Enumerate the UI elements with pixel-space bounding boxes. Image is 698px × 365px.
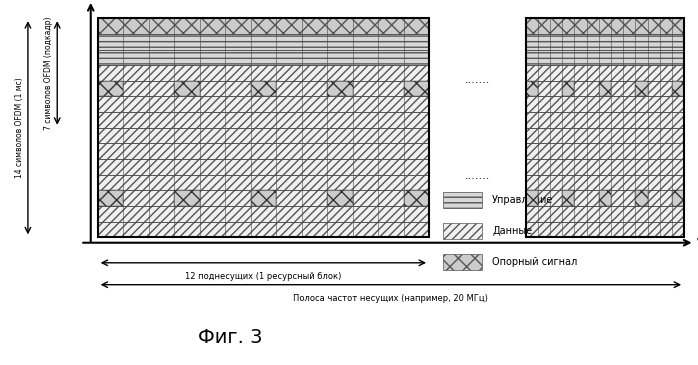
Bar	[635, 190, 648, 206]
Bar	[98, 128, 429, 143]
Text: f: f	[697, 234, 698, 252]
Bar	[526, 222, 684, 237]
Bar	[98, 65, 429, 81]
Bar	[526, 143, 684, 159]
Bar	[526, 159, 684, 175]
Bar	[251, 190, 276, 206]
Bar	[174, 81, 200, 96]
Bar	[526, 65, 684, 81]
Bar	[98, 159, 429, 175]
Text: 7 символов OFDM (подкадр): 7 символов OFDM (подкадр)	[45, 16, 53, 130]
Bar	[635, 81, 648, 96]
Bar	[443, 192, 482, 208]
Bar	[98, 18, 429, 237]
Bar	[98, 112, 429, 128]
Text: 14 символов OFDM (1 мс): 14 символов OFDM (1 мс)	[15, 77, 24, 178]
Text: Управление: Управление	[492, 195, 554, 205]
Bar	[403, 190, 429, 206]
Bar	[526, 50, 684, 65]
Bar	[672, 190, 684, 206]
Bar	[526, 112, 684, 128]
Bar	[98, 81, 429, 96]
Bar	[443, 223, 482, 239]
Bar	[98, 222, 429, 237]
Bar	[443, 254, 482, 270]
Bar	[672, 81, 684, 96]
Text: .......: .......	[465, 74, 490, 85]
Bar	[98, 190, 124, 206]
Bar	[98, 175, 429, 190]
Bar	[98, 96, 429, 112]
Bar	[563, 81, 574, 96]
Bar	[98, 81, 124, 96]
Text: 12 поднесущих (1 ресурсный блок): 12 поднесущих (1 ресурсный блок)	[185, 272, 341, 281]
Text: .......: .......	[465, 171, 490, 181]
Bar	[526, 18, 684, 237]
Bar	[98, 34, 429, 50]
Bar	[98, 190, 429, 206]
Bar	[98, 143, 429, 159]
Bar	[403, 81, 429, 96]
Bar	[327, 190, 352, 206]
Bar	[599, 81, 611, 96]
Bar	[599, 190, 611, 206]
Bar	[526, 190, 538, 206]
Bar	[526, 34, 684, 50]
Bar	[526, 96, 684, 112]
Bar	[98, 50, 429, 65]
Bar	[526, 190, 684, 206]
Bar	[174, 190, 200, 206]
Bar	[98, 206, 429, 222]
Bar	[526, 128, 684, 143]
Bar	[563, 190, 574, 206]
Bar	[526, 81, 684, 96]
Text: Фиг. 3: Фиг. 3	[198, 328, 262, 347]
Text: Полоса частот несущих (например, 20 МГц): Полоса частот несущих (например, 20 МГц)	[293, 294, 489, 303]
Text: Данные: Данные	[492, 226, 532, 236]
Text: Опорный сигнал: Опорный сигнал	[492, 257, 577, 267]
Bar	[526, 206, 684, 222]
Bar	[526, 18, 684, 34]
Bar	[327, 81, 352, 96]
Bar	[526, 175, 684, 190]
Bar	[98, 18, 429, 34]
Bar	[251, 81, 276, 96]
Bar	[526, 81, 538, 96]
